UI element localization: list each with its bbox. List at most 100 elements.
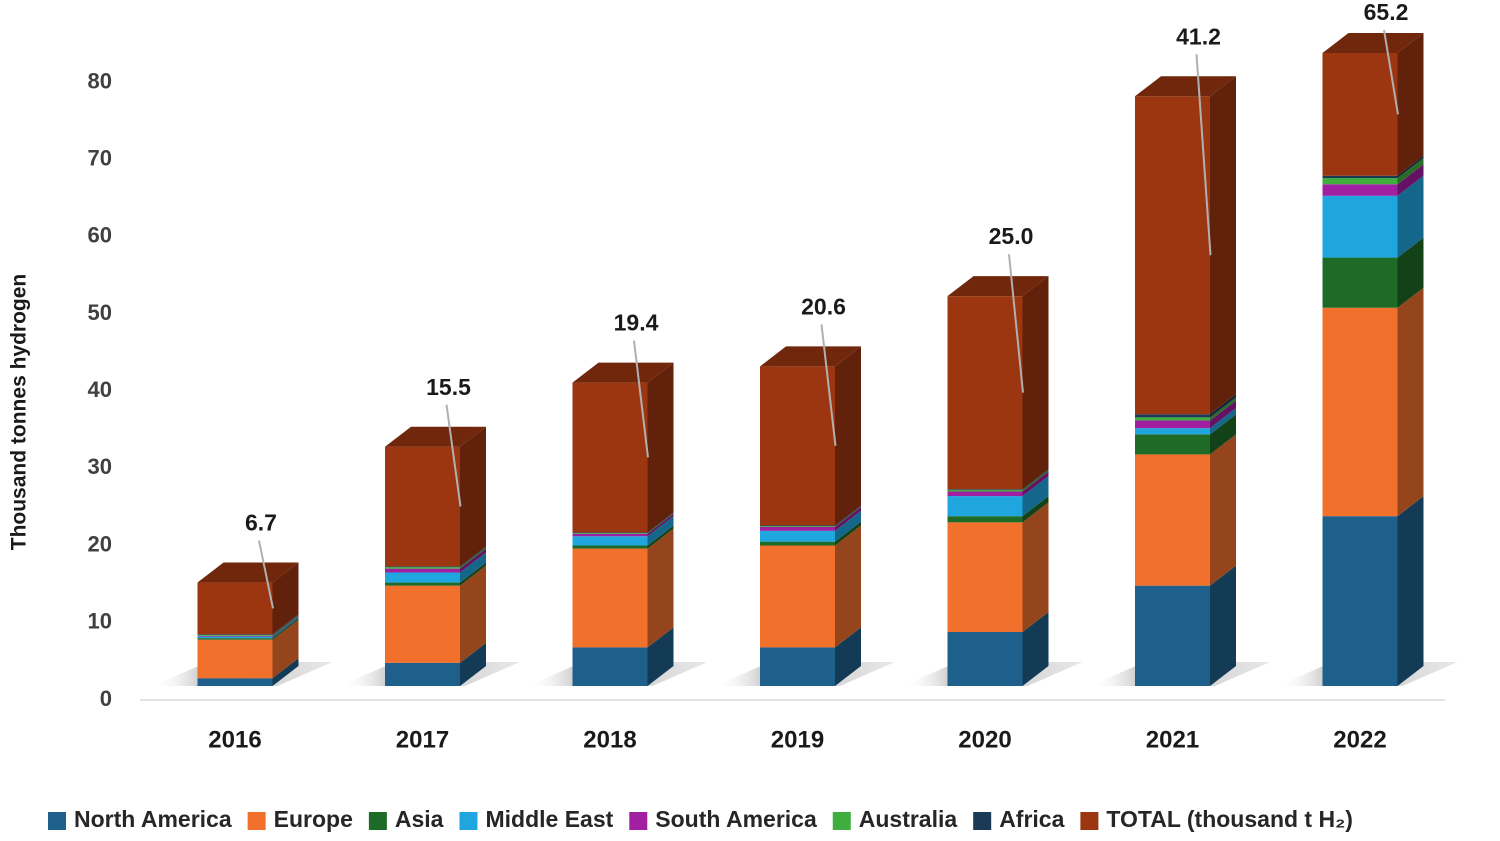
legend-swatch (368, 812, 387, 830)
bar-segment (760, 525, 835, 527)
bar-top (385, 426, 486, 447)
legend-label: South America (655, 806, 817, 832)
bar-segment (1135, 428, 1210, 435)
bar-segment (197, 678, 273, 686)
bar-segment (760, 530, 835, 542)
bar-side (1022, 276, 1049, 490)
leader-line (445, 404, 462, 507)
bars: 2016 6.7 2017 15.5 2018 19.4 2019 20.6 2020 25.0 2… (152, 0, 1458, 753)
bar-side (1022, 476, 1049, 517)
bar-side (835, 627, 861, 686)
bar-segment (1135, 585, 1210, 686)
bar-side (1397, 158, 1424, 185)
y-tick-label: 50 (88, 300, 112, 325)
bar-side (1397, 496, 1424, 686)
bar-side (1397, 33, 1424, 176)
bar-segment (197, 638, 273, 640)
legend-label: Africa (999, 806, 1064, 832)
bar-segment (1135, 454, 1210, 586)
x-tick-label: 2017 (396, 726, 449, 753)
x-tick-label: 2022 (1333, 726, 1386, 753)
legend-swatch (629, 812, 648, 830)
bar-side (647, 513, 674, 537)
y-tick-label: 40 (88, 377, 112, 402)
bar-side (272, 614, 299, 636)
data-label: 41.2 (1176, 23, 1221, 49)
bar-clip (1322, 33, 1424, 686)
bar-clip (760, 346, 861, 686)
legend-swatch (247, 812, 266, 830)
y-tick-label: 70 (88, 145, 112, 170)
bar-side (835, 521, 861, 546)
bar-side (460, 642, 486, 686)
bar-side (272, 618, 299, 640)
data-label: 65.2 (1364, 0, 1409, 25)
bar-segment (197, 635, 273, 636)
y-tick-label: 20 (88, 531, 112, 556)
bar-clip (1135, 76, 1236, 686)
bar-side (1210, 565, 1236, 686)
bar-segment (947, 491, 1023, 497)
bar-side (647, 627, 674, 686)
bar-side (460, 547, 486, 569)
legend-label: TOTAL (thousand t H₂) (1106, 806, 1353, 832)
bar-side (647, 513, 674, 534)
bar-top (760, 346, 861, 367)
legend-swatch (973, 812, 992, 830)
bar-side (1397, 175, 1424, 258)
bar-side (1210, 400, 1236, 429)
bar-segment (1135, 96, 1210, 415)
bar-stack (760, 346, 861, 686)
bar-side (1397, 237, 1424, 308)
data-label: 6.7 (245, 510, 277, 536)
bar-side (647, 516, 674, 546)
bar-segment (385, 568, 460, 573)
bar-side (1210, 434, 1236, 586)
bar-side (647, 525, 674, 549)
bar-side (1022, 469, 1049, 492)
bar-side (460, 546, 486, 568)
y-tick-label: 10 (88, 609, 112, 634)
data-label: 19.4 (614, 310, 659, 336)
bar-stack (1135, 76, 1236, 686)
bar-side (647, 512, 674, 534)
bar-top (947, 276, 1049, 297)
bar-side (272, 562, 299, 635)
bar-segment (385, 572, 460, 583)
y-tick-label: 30 (88, 454, 112, 479)
bar-segment (947, 489, 1023, 492)
bar-segment (572, 533, 648, 534)
bar-segment (572, 536, 648, 546)
bar-segment (385, 566, 460, 568)
leader-line (1383, 29, 1399, 115)
legend-swatch (832, 812, 851, 830)
bar-side (835, 505, 861, 527)
bar-stack (385, 426, 486, 686)
bar-side (647, 528, 674, 648)
bar-segment (1135, 434, 1210, 455)
legend-label: Australia (859, 806, 958, 832)
bar-segment (760, 541, 835, 546)
bar-segment (1135, 417, 1210, 421)
bar-segment (1322, 53, 1398, 176)
bar-top (572, 362, 674, 383)
leader-line (258, 540, 274, 609)
bar-segment (1322, 307, 1398, 517)
bar-side (1210, 394, 1236, 418)
bar-side (272, 658, 299, 686)
bar-clip (197, 562, 299, 686)
bar-stack (572, 362, 674, 686)
bar-segment (385, 585, 460, 663)
bar-segment (385, 662, 460, 686)
bar-side (835, 346, 861, 526)
bar-segment (760, 647, 835, 686)
y-tick-label: 0 (100, 686, 112, 711)
bar-segment (572, 545, 648, 549)
bar-side (1022, 611, 1049, 686)
bar-side (1397, 287, 1424, 517)
bar-side (1210, 414, 1236, 455)
bar-segment (572, 532, 648, 534)
x-tick-label: 2020 (958, 726, 1011, 753)
bar-side (647, 362, 674, 533)
